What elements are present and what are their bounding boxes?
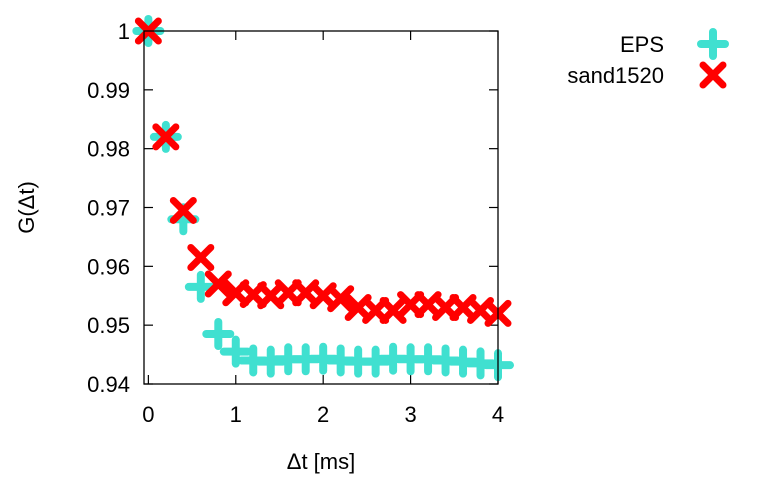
plot-frame: [144, 31, 498, 384]
y-tick-label: 0.97: [87, 196, 130, 221]
data-point: [191, 248, 211, 268]
x-tick-label: 0: [142, 402, 154, 427]
data-point: [206, 322, 230, 346]
legend-label-sand1520: sand1520: [567, 63, 664, 88]
y-axis-label: G(Δt): [14, 181, 39, 234]
y-tick-label: 0.98: [87, 137, 130, 162]
y-tick-label: 1: [118, 19, 130, 44]
x-tick-label: 4: [492, 402, 504, 427]
y-tick-label: 0.95: [87, 313, 130, 338]
series-layer: [136, 19, 510, 377]
legend-label-eps: EPS: [620, 32, 664, 57]
x-tick-label: 1: [230, 402, 242, 427]
x-tick-label: 3: [404, 402, 416, 427]
x-axis-label: Δt [ms]: [287, 449, 355, 474]
legend: EPS sand1520: [567, 32, 725, 88]
legend-marker-sand1520: [703, 65, 723, 85]
legend-marker-eps: [701, 32, 725, 56]
y-tick-label: 0.96: [87, 254, 130, 279]
axis-ticks-layer: [144, 31, 498, 384]
y-tick-label: 0.99: [87, 78, 130, 103]
y-tick-label: 0.94: [87, 372, 130, 397]
x-tick-label: 2: [317, 402, 329, 427]
series-sand1520: [138, 21, 508, 323]
